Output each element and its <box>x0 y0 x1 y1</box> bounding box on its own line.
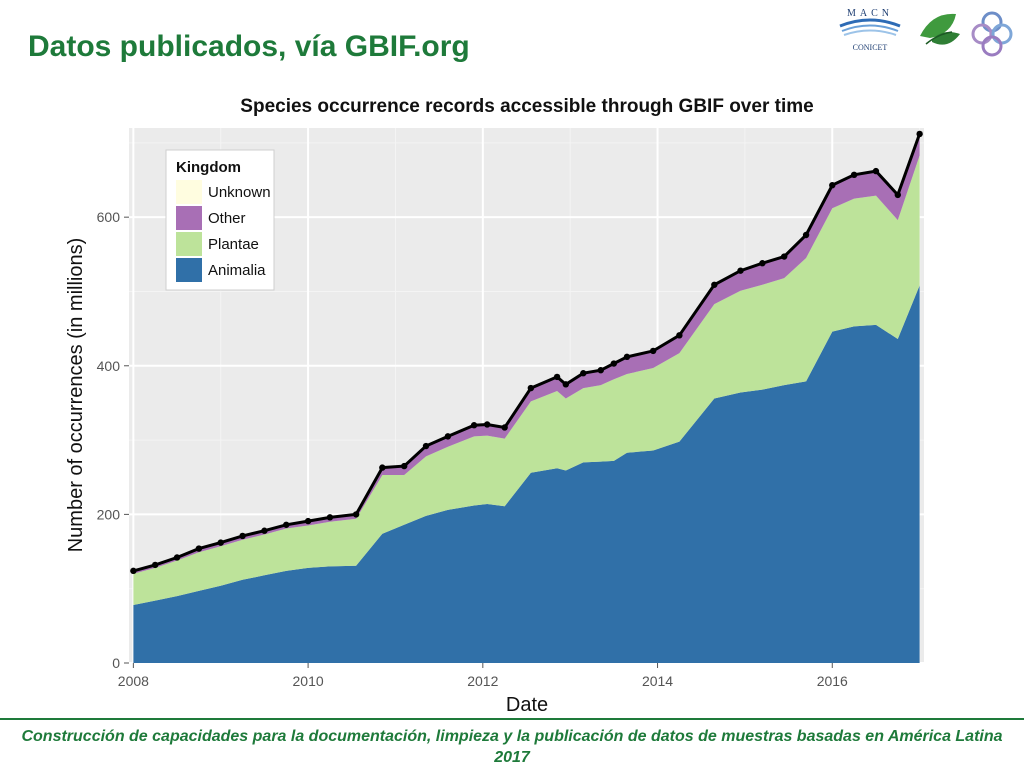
total-point <box>483 421 491 428</box>
macn-logo-text: MACN <box>847 8 893 19</box>
total-point <box>610 360 618 367</box>
total-point <box>737 267 744 274</box>
legend-label-plantae: Plantae <box>208 236 259 253</box>
conicet-logo-text: CONICET <box>853 43 888 52</box>
total-point <box>676 332 683 339</box>
total-point <box>501 424 508 431</box>
y-axis-label: Number of occurrences (in millions) <box>65 238 87 553</box>
legend-swatch-plantae <box>176 232 202 256</box>
legend-label-animalia: Animalia <box>208 262 266 279</box>
macn-conicet-logo: MACN CONICET <box>839 8 901 52</box>
total-point <box>553 373 561 381</box>
legend-label-other: Other <box>208 210 246 227</box>
x-tick-label: 2016 <box>817 673 848 689</box>
chart-title: Species occurrence records accessible th… <box>240 96 813 117</box>
total-point <box>894 191 901 199</box>
x-tick-label: 2014 <box>642 673 673 689</box>
total-point <box>562 381 570 388</box>
total-point <box>649 347 657 355</box>
total-point <box>872 167 880 175</box>
total-line-layer <box>130 130 923 575</box>
legend-title: Kingdom <box>176 159 241 176</box>
legend-label-unknown: Unknown <box>208 184 271 201</box>
total-point <box>173 554 181 561</box>
stacked-areas <box>133 133 920 663</box>
x-tick-label: 2010 <box>293 673 324 689</box>
total-point <box>217 539 224 546</box>
total-point <box>580 370 587 377</box>
y-tick-label: 400 <box>97 358 121 374</box>
total-point <box>326 514 334 521</box>
slide-title: Datos publicados, vía GBIF.org <box>28 30 470 63</box>
x-axis-label: Date <box>506 694 548 716</box>
area-plantae <box>133 155 920 605</box>
axes: 0 200 400 600 2008 2010 2012 2014 2016 <box>97 209 848 689</box>
footer-bar: Construcción de capacidades para la docu… <box>0 718 1024 770</box>
total-point <box>152 561 159 569</box>
total-point <box>304 517 312 525</box>
total-point <box>400 462 408 470</box>
total-point <box>781 253 788 260</box>
total-point <box>283 521 290 528</box>
total-point <box>802 231 810 239</box>
total-point <box>422 442 430 450</box>
total-point <box>239 532 246 540</box>
rings-logo-icon <box>971 11 1013 57</box>
total-point <box>130 567 137 575</box>
legend-swatch-animalia <box>176 258 202 282</box>
total-point <box>711 281 718 288</box>
total-point <box>470 422 478 429</box>
total-point <box>352 511 360 518</box>
total-point <box>850 171 858 179</box>
total-point <box>916 130 923 138</box>
legend: Kingdom Unknown Other Plantae Animalia <box>165 149 275 291</box>
x-tick-label: 2008 <box>118 673 149 689</box>
institution-logos: MACN CONICET <box>839 8 1013 57</box>
total-point <box>379 464 386 471</box>
chart: Species occurrence records accessible th… <box>65 96 924 716</box>
legend-swatch-unknown <box>176 180 202 204</box>
x-tick-label: 2012 <box>467 673 498 689</box>
total-point <box>623 353 631 361</box>
legend-swatch-other <box>176 206 202 230</box>
total-point <box>527 384 535 392</box>
y-tick-label: 200 <box>97 506 121 522</box>
leaf-logo-icon <box>920 13 960 45</box>
footer-text: Construcción de capacidades para la docu… <box>21 728 1003 766</box>
y-tick-label: 600 <box>97 209 121 225</box>
area-animalia <box>133 285 920 663</box>
total-point <box>195 545 203 552</box>
total-point <box>597 367 604 374</box>
total-point <box>261 527 268 534</box>
y-tick-label: 0 <box>112 655 120 671</box>
total-point <box>444 433 452 440</box>
total-point <box>759 260 766 267</box>
total-point <box>829 182 836 189</box>
